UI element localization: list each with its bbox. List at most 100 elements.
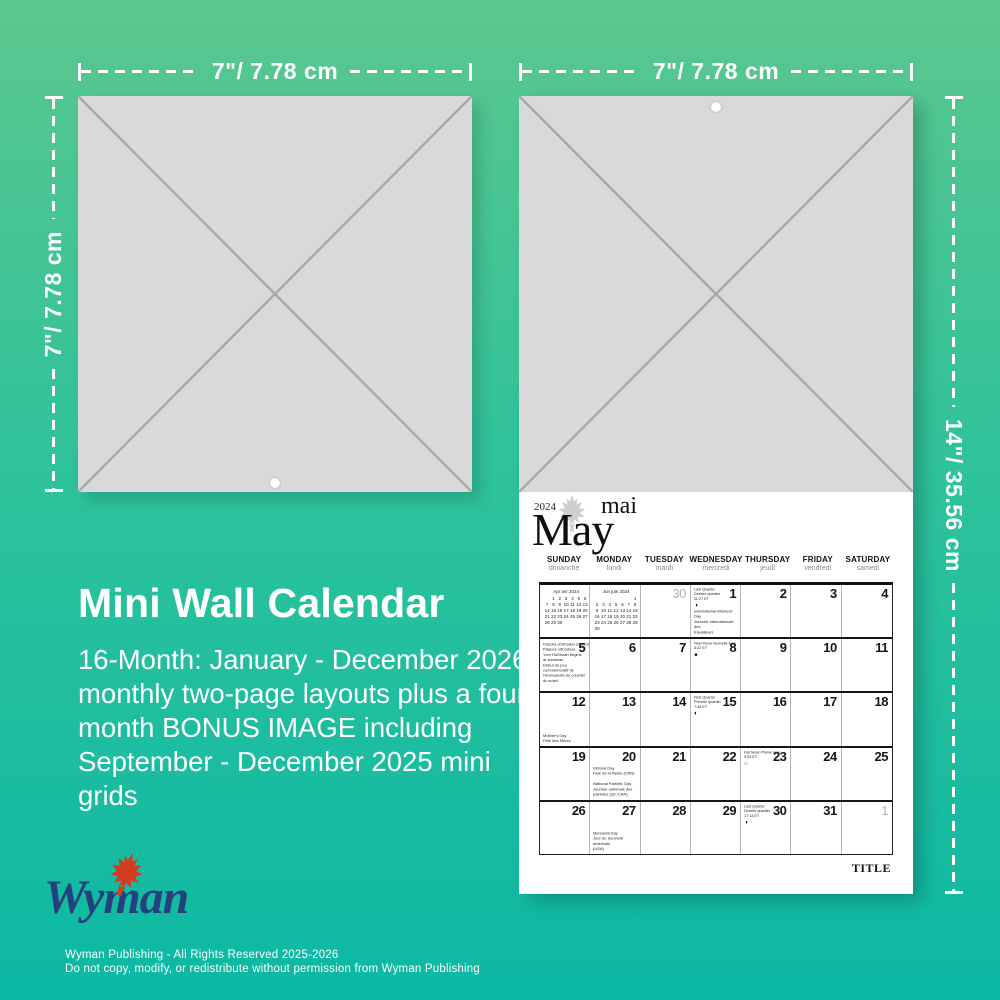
calendar-day-cell: Last Quarter Dernier quartier 11:27 ET ◑ 1 In… [691, 585, 742, 638]
dimension-tick [519, 62, 522, 81]
mini-day-number: 30 [557, 620, 563, 625]
mini-day-number: 11 [607, 608, 613, 613]
wyman-logo: Wyman [38, 853, 288, 954]
calendar-day-cell: 3 [791, 585, 842, 638]
holiday-text-line: Fête de la Reine (CAN) [593, 771, 635, 777]
calendar-day-cell: New Moon Nouvelle lune 3:22 ET ● 8 [691, 639, 742, 692]
mini-day-number: 29 [550, 620, 556, 625]
moon-phase-text: Last Quarter [693, 587, 715, 592]
dimension-dash-line [81, 70, 200, 73]
day-number: 11 [875, 640, 888, 656]
moon-last-quarter-icon: ◑ [693, 601, 698, 609]
moon-full-moon-icon: ○ [744, 758, 749, 767]
mini-day-number: 26 [576, 614, 582, 619]
holiday-text-line: Mother's Day [543, 733, 567, 738]
mini-day-number: 5 [615, 602, 618, 607]
mini-day-number: 18 [569, 608, 575, 613]
day-number: 7 [679, 640, 686, 656]
day-header-english: FRIDAY [802, 555, 833, 564]
holiday-text-line: National Patriots' Day [593, 782, 632, 787]
mini-day-number: 28 [544, 620, 550, 625]
mini-day-number: 13 [620, 608, 626, 613]
calendar-day-cell: 30 [641, 585, 691, 638]
mini-day-number: 6 [583, 596, 587, 601]
holiday-label: Mother's Day Fête des Mères [543, 733, 589, 743]
mini-day-number: 29 [632, 620, 638, 625]
day-number: 1 [729, 586, 737, 601]
day-header: WEDNESDAY mercredi [689, 555, 742, 572]
calendar-day-cell: Last Quarter Dernier quartier 17:13 ET ◑ 30 [741, 801, 792, 855]
day-header-french: dimanche [548, 565, 580, 572]
day-number: 22 [722, 748, 737, 764]
mini-day-number: 18 [607, 614, 613, 619]
dimension-width-right: 7"/ 7.78 cm [519, 58, 913, 85]
mini-day-number: 5 [577, 596, 581, 601]
mini-day-number: 11 [570, 602, 575, 607]
mini-day-number: 10 [601, 608, 607, 613]
moon-phase-annotation: First Quarter Premier quartier 7:48 ET ◐ [693, 695, 740, 716]
dimension-tick [910, 62, 913, 81]
holiday-text-line: Pascha (Orthodox Easter) [543, 642, 590, 647]
day-number: 16 [772, 694, 787, 710]
holiday-text-line: l'Holocauste au coucher [543, 673, 586, 678]
mini-month-title: Jun juin 2024 [603, 589, 630, 594]
day-number: 19 [571, 748, 586, 764]
holiday-text-line: (USA) [593, 846, 605, 852]
mini-day-number: 12 [613, 608, 619, 613]
calendar-day-cell: 2 [741, 585, 792, 638]
day-header-french: jeudi [760, 565, 775, 572]
calendar-day-cell: 27 Memorial Day Jour du Souvenir américain… [590, 801, 641, 855]
holiday-label: Victoria Day Fête de la Reine (CAN) Natio… [593, 767, 639, 798]
calendar-day-cell: 20 Victoria Day Fête de la Reine (CAN) Nat… [590, 747, 641, 800]
day-number: 5 [578, 640, 586, 656]
calendar-day-cell: 17 [791, 693, 842, 746]
mini-day-number: 4 [571, 596, 574, 601]
dimension-dash-line [52, 99, 55, 219]
day-number: 26 [571, 802, 586, 818]
day-number: 4 [881, 586, 888, 601]
day-number: 12 [571, 694, 586, 710]
mini-day-number: 25 [607, 620, 613, 625]
holiday-text-line: Yom HaShoah begins [543, 652, 582, 658]
maple-leaf-icon [558, 494, 586, 532]
mini-day-number: 14 [626, 608, 632, 613]
calendar-day-cell: Full Moon Pleine lune 9:53 ET ○ 23 [741, 747, 792, 800]
day-number: 6 [628, 640, 636, 656]
image-placeholder-right [519, 96, 913, 492]
calendar-day-cell: 21 [641, 747, 691, 800]
moon-last-quarter-icon: ◑ [744, 817, 749, 826]
mini-day-number: 30 [594, 626, 600, 631]
calendar-day-cell: 1 [842, 802, 892, 854]
dimension-height-left: 7"/ 7.78 cm [40, 96, 67, 492]
calendar-week-row: 12 Mother's Day Fête des Mères 13 14 First Qu… [540, 693, 892, 748]
calendar-day-cell: 24 [791, 747, 842, 800]
dimension-tick [944, 891, 963, 894]
dimension-width-left: 7"/ 7.78 cm [78, 58, 472, 85]
mini-day-number: 14 [544, 608, 550, 613]
day-number: 13 [622, 694, 636, 710]
holiday-text-line: Fête des Mères [543, 738, 571, 743]
dimension-tick [44, 96, 63, 99]
day-number: 30 [672, 586, 686, 601]
holiday-text-line: Pâques orthodoxe [543, 647, 576, 652]
mini-day-number: 16 [594, 614, 600, 619]
mini-day-number: 7 [627, 602, 631, 607]
day-number: 2 [779, 586, 787, 601]
day-number: 31 [823, 802, 837, 818]
calendar-day-cell: 19 [540, 747, 591, 800]
day-number: 1 [881, 802, 888, 818]
moon-phase-text: 7:48 ET [693, 704, 707, 710]
day-header-english: THURSDAY [744, 555, 791, 564]
calendar-day-cell: 14 [641, 693, 691, 746]
placeholder-x-icon [519, 96, 913, 492]
holiday-text-line: Journée internationale des [693, 619, 734, 630]
holiday-text-line: Journée nationale des [593, 787, 633, 792]
dimension-label: 7"/ 7.78 cm [40, 230, 66, 358]
mini-day-number: 17 [563, 608, 569, 613]
day-number: 25 [874, 748, 889, 764]
holiday-text-line: at sundown [543, 657, 564, 663]
disclaimer-line: Do not copy, modify, or redistribute wit… [65, 963, 480, 975]
mini-day-number: 28 [626, 620, 632, 625]
calendar-week-row: 26 27 Memorial Day Jour du Souvenir américa… [540, 801, 892, 855]
